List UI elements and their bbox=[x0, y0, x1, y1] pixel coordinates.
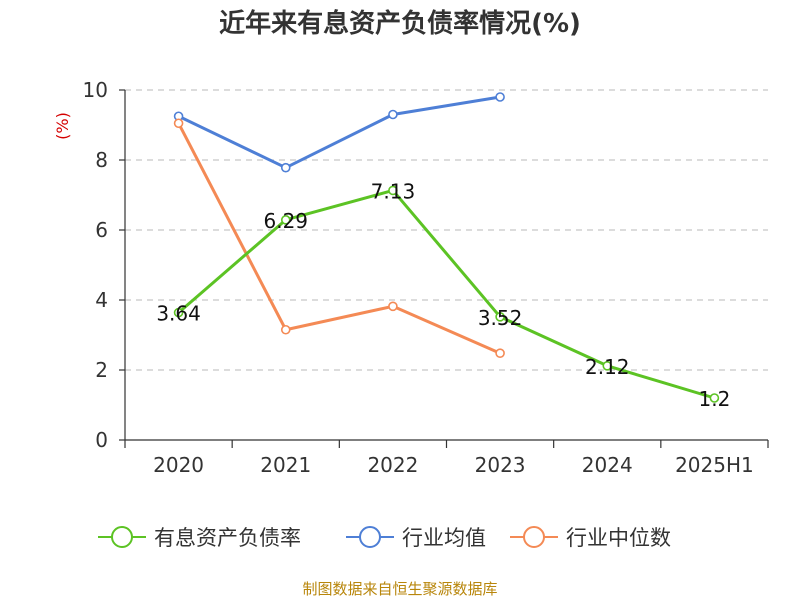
legend-item[interactable]: 有息资产负债率 bbox=[98, 526, 301, 550]
legend-label: 行业均值 bbox=[402, 526, 486, 550]
data-label: 3.52 bbox=[478, 306, 523, 330]
legend-item[interactable]: 行业均值 bbox=[346, 526, 486, 550]
legend-label: 行业中位数 bbox=[566, 526, 671, 550]
y-tick-label: 8 bbox=[95, 148, 108, 172]
x-tick-label: 2021 bbox=[260, 453, 311, 477]
data-label: 3.64 bbox=[156, 302, 201, 326]
data-point bbox=[602, 360, 613, 371]
data-point bbox=[173, 307, 184, 318]
legend-marker bbox=[523, 526, 545, 548]
data-point bbox=[280, 215, 291, 225]
data-point bbox=[280, 324, 291, 335]
legend-marker bbox=[359, 526, 381, 548]
legend-label: 有息资产负债率 bbox=[154, 526, 301, 550]
data-point bbox=[495, 92, 505, 102]
data-point bbox=[388, 301, 398, 312]
grid-lines bbox=[125, 89, 768, 371]
y-tick-label: 2 bbox=[95, 358, 108, 382]
axes bbox=[119, 89, 769, 448]
series-line bbox=[177, 95, 501, 170]
data-point bbox=[388, 109, 398, 120]
series-line bbox=[177, 188, 715, 400]
y-tick-label: 6 bbox=[95, 218, 108, 242]
data-labels: 3.64 6.29 7.13 3.52 2.12 1.2 bbox=[156, 179, 730, 411]
data-label: 7.13 bbox=[371, 179, 416, 203]
data-point bbox=[709, 393, 720, 403]
series-layer bbox=[173, 92, 720, 403]
legend-marker bbox=[111, 526, 133, 548]
legend[interactable]: 有息资产负债率 行业均值 行业中位数 bbox=[98, 526, 671, 550]
tick-labels: 0 2 4 6 8 10 2020 2021 2022 2023 2024 2025H1 bbox=[83, 78, 754, 477]
data-label: 2.12 bbox=[585, 355, 630, 379]
x-tick-label: 2022 bbox=[367, 453, 418, 477]
legend-item[interactable]: 行业中位数 bbox=[510, 526, 671, 550]
data-point bbox=[173, 118, 184, 129]
source-note: 制图数据来自恒生聚源数据库 bbox=[302, 580, 497, 598]
data-point bbox=[495, 348, 505, 359]
y-axis-label: (%) bbox=[53, 112, 72, 140]
x-tick-label: 2023 bbox=[475, 453, 526, 477]
data-point bbox=[495, 311, 505, 322]
y-tick-label: 10 bbox=[83, 78, 108, 102]
chart-title: 近年来有息资产负债率情况(%) bbox=[219, 8, 581, 39]
x-tick-label: 2020 bbox=[153, 453, 204, 477]
data-label: 6.29 bbox=[263, 209, 308, 233]
x-tick-label: 2024 bbox=[582, 453, 633, 477]
y-tick-label: 0 bbox=[95, 428, 108, 452]
y-tick-label: 4 bbox=[95, 288, 108, 312]
series-line bbox=[177, 122, 501, 355]
data-label: 1.2 bbox=[699, 387, 731, 411]
data-point bbox=[280, 162, 291, 173]
data-point bbox=[388, 185, 398, 196]
x-tick-label: 2025H1 bbox=[675, 453, 754, 477]
